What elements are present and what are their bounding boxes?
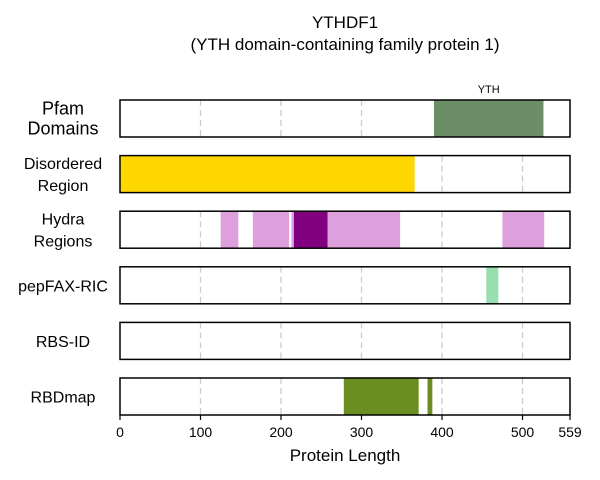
track-label: RBDmap bbox=[31, 390, 96, 407]
track-label: Pfam Domains bbox=[27, 99, 98, 139]
track-segment bbox=[293, 211, 328, 249]
track-border bbox=[119, 154, 571, 194]
track-segment bbox=[327, 211, 401, 249]
x-tick-label: 500 bbox=[511, 424, 535, 440]
track-segment bbox=[291, 211, 294, 249]
track-label-line: pepFAX-RIC bbox=[18, 278, 108, 295]
x-tick-label: 100 bbox=[189, 424, 213, 440]
x-tick-label: 400 bbox=[430, 424, 454, 440]
track-label-line: Regions bbox=[34, 234, 93, 251]
track-border bbox=[119, 377, 571, 416]
track-label: RBS-ID bbox=[36, 334, 90, 351]
x-tick-label: 300 bbox=[350, 424, 374, 440]
x-tick-label: 0 bbox=[116, 424, 124, 440]
track-label-line: Hydra bbox=[42, 212, 85, 229]
domain-label: YTH bbox=[478, 84, 500, 96]
track-border bbox=[119, 266, 571, 305]
track-segment bbox=[220, 211, 239, 249]
track-3: pepFAX-RIC bbox=[18, 266, 571, 305]
track-label-line: Domains bbox=[27, 119, 98, 139]
x-axis: 0 100 200 300 400 500 559 bbox=[116, 415, 582, 440]
track-segment bbox=[486, 266, 499, 304]
track-segment bbox=[343, 378, 419, 415]
track-segment bbox=[433, 100, 544, 137]
track-5: RBDmap bbox=[31, 377, 571, 416]
track-label: Hydra Regions bbox=[34, 212, 93, 251]
track-label-line: RBDmap bbox=[31, 390, 96, 407]
track-border bbox=[119, 99, 571, 138]
x-axis-label: Protein Length bbox=[290, 446, 401, 465]
track-label-line: Disordered bbox=[24, 156, 102, 173]
track-label-line: Pfam bbox=[42, 99, 84, 119]
track-background bbox=[120, 322, 570, 360]
track-label-line: Region bbox=[38, 178, 89, 195]
x-tick-label: 559 bbox=[558, 424, 582, 440]
track-segment bbox=[502, 211, 545, 249]
tracks: YTH Pfam Domains Disordered Region Hydra Regio… bbox=[18, 84, 571, 416]
track-4: RBS-ID bbox=[36, 321, 571, 361]
track-0: YTH Pfam Domains bbox=[27, 84, 571, 139]
track-border bbox=[119, 321, 571, 361]
track-label: Disordered Region bbox=[24, 156, 102, 195]
track-border bbox=[119, 210, 571, 249]
track-2: Hydra Regions bbox=[34, 210, 571, 251]
chart-title: YTHDF1 bbox=[312, 13, 378, 32]
x-tick-label: 200 bbox=[269, 424, 293, 440]
track-background bbox=[120, 266, 570, 304]
track-label: pepFAX-RIC bbox=[18, 278, 108, 295]
track-segment bbox=[252, 211, 290, 249]
track-label-line: RBS-ID bbox=[36, 334, 90, 351]
track-1: Disordered Region bbox=[24, 154, 571, 195]
track-segment bbox=[427, 378, 433, 415]
track-segment bbox=[120, 155, 415, 193]
chart-subtitle: (YTH domain-containing family protein 1) bbox=[191, 35, 500, 54]
